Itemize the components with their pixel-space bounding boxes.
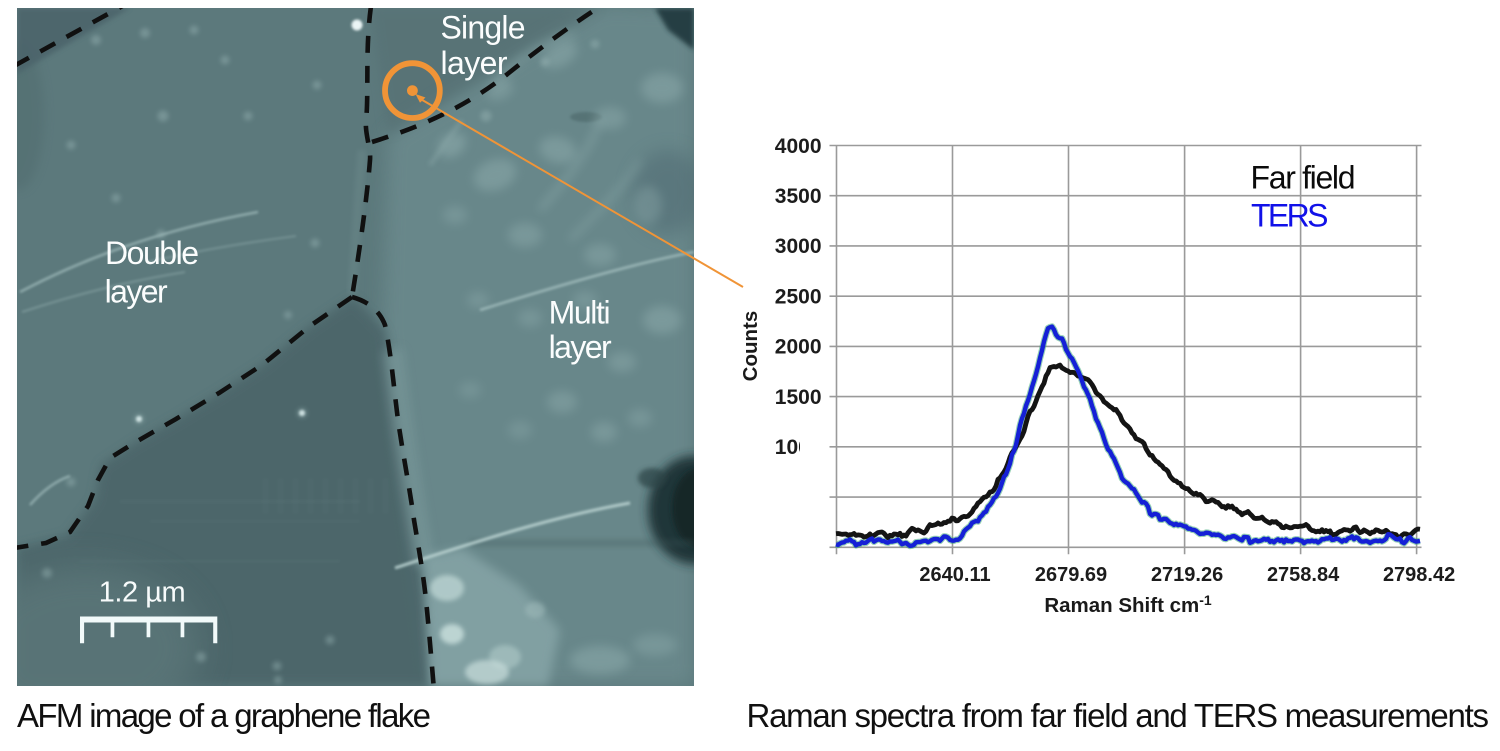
svg-text:layer: layer [105, 274, 168, 310]
svg-text:2719.26: 2719.26 [1151, 564, 1223, 586]
svg-text:2679.69: 2679.69 [1035, 564, 1107, 586]
svg-text:2758.84: 2758.84 [1267, 564, 1340, 586]
svg-text:1000: 1000 [775, 436, 822, 459]
svg-text:AFM image of a graphene flake: AFM image of a graphene flake [17, 697, 431, 734]
svg-text:3000: 3000 [775, 235, 822, 258]
svg-text:1500: 1500 [775, 386, 822, 409]
svg-text:2798.42: 2798.42 [1383, 564, 1455, 586]
svg-text:3500: 3500 [775, 185, 822, 208]
svg-text:4000: 4000 [775, 135, 822, 158]
svg-text:Raman spectra from far field a: Raman spectra from far field and TERS me… [747, 697, 1490, 734]
svg-text:Multi: Multi [549, 294, 611, 330]
svg-text:layer: layer [549, 329, 612, 365]
svg-text:layer: layer [441, 45, 508, 81]
svg-text:Counts: Counts [739, 311, 762, 382]
svg-text:2500: 2500 [775, 286, 822, 309]
svg-text:Single: Single [441, 9, 526, 45]
svg-text:Far field: Far field [1251, 160, 1356, 196]
svg-text:Raman Shift cm-1: Raman Shift cm-1 [1044, 592, 1212, 617]
svg-text:2000: 2000 [775, 336, 822, 359]
svg-text:TERS: TERS [1251, 198, 1329, 234]
svg-text:2640.11: 2640.11 [919, 564, 990, 586]
svg-text:1.2 µm: 1.2 µm [99, 576, 186, 608]
svg-text:Double: Double [105, 235, 199, 271]
